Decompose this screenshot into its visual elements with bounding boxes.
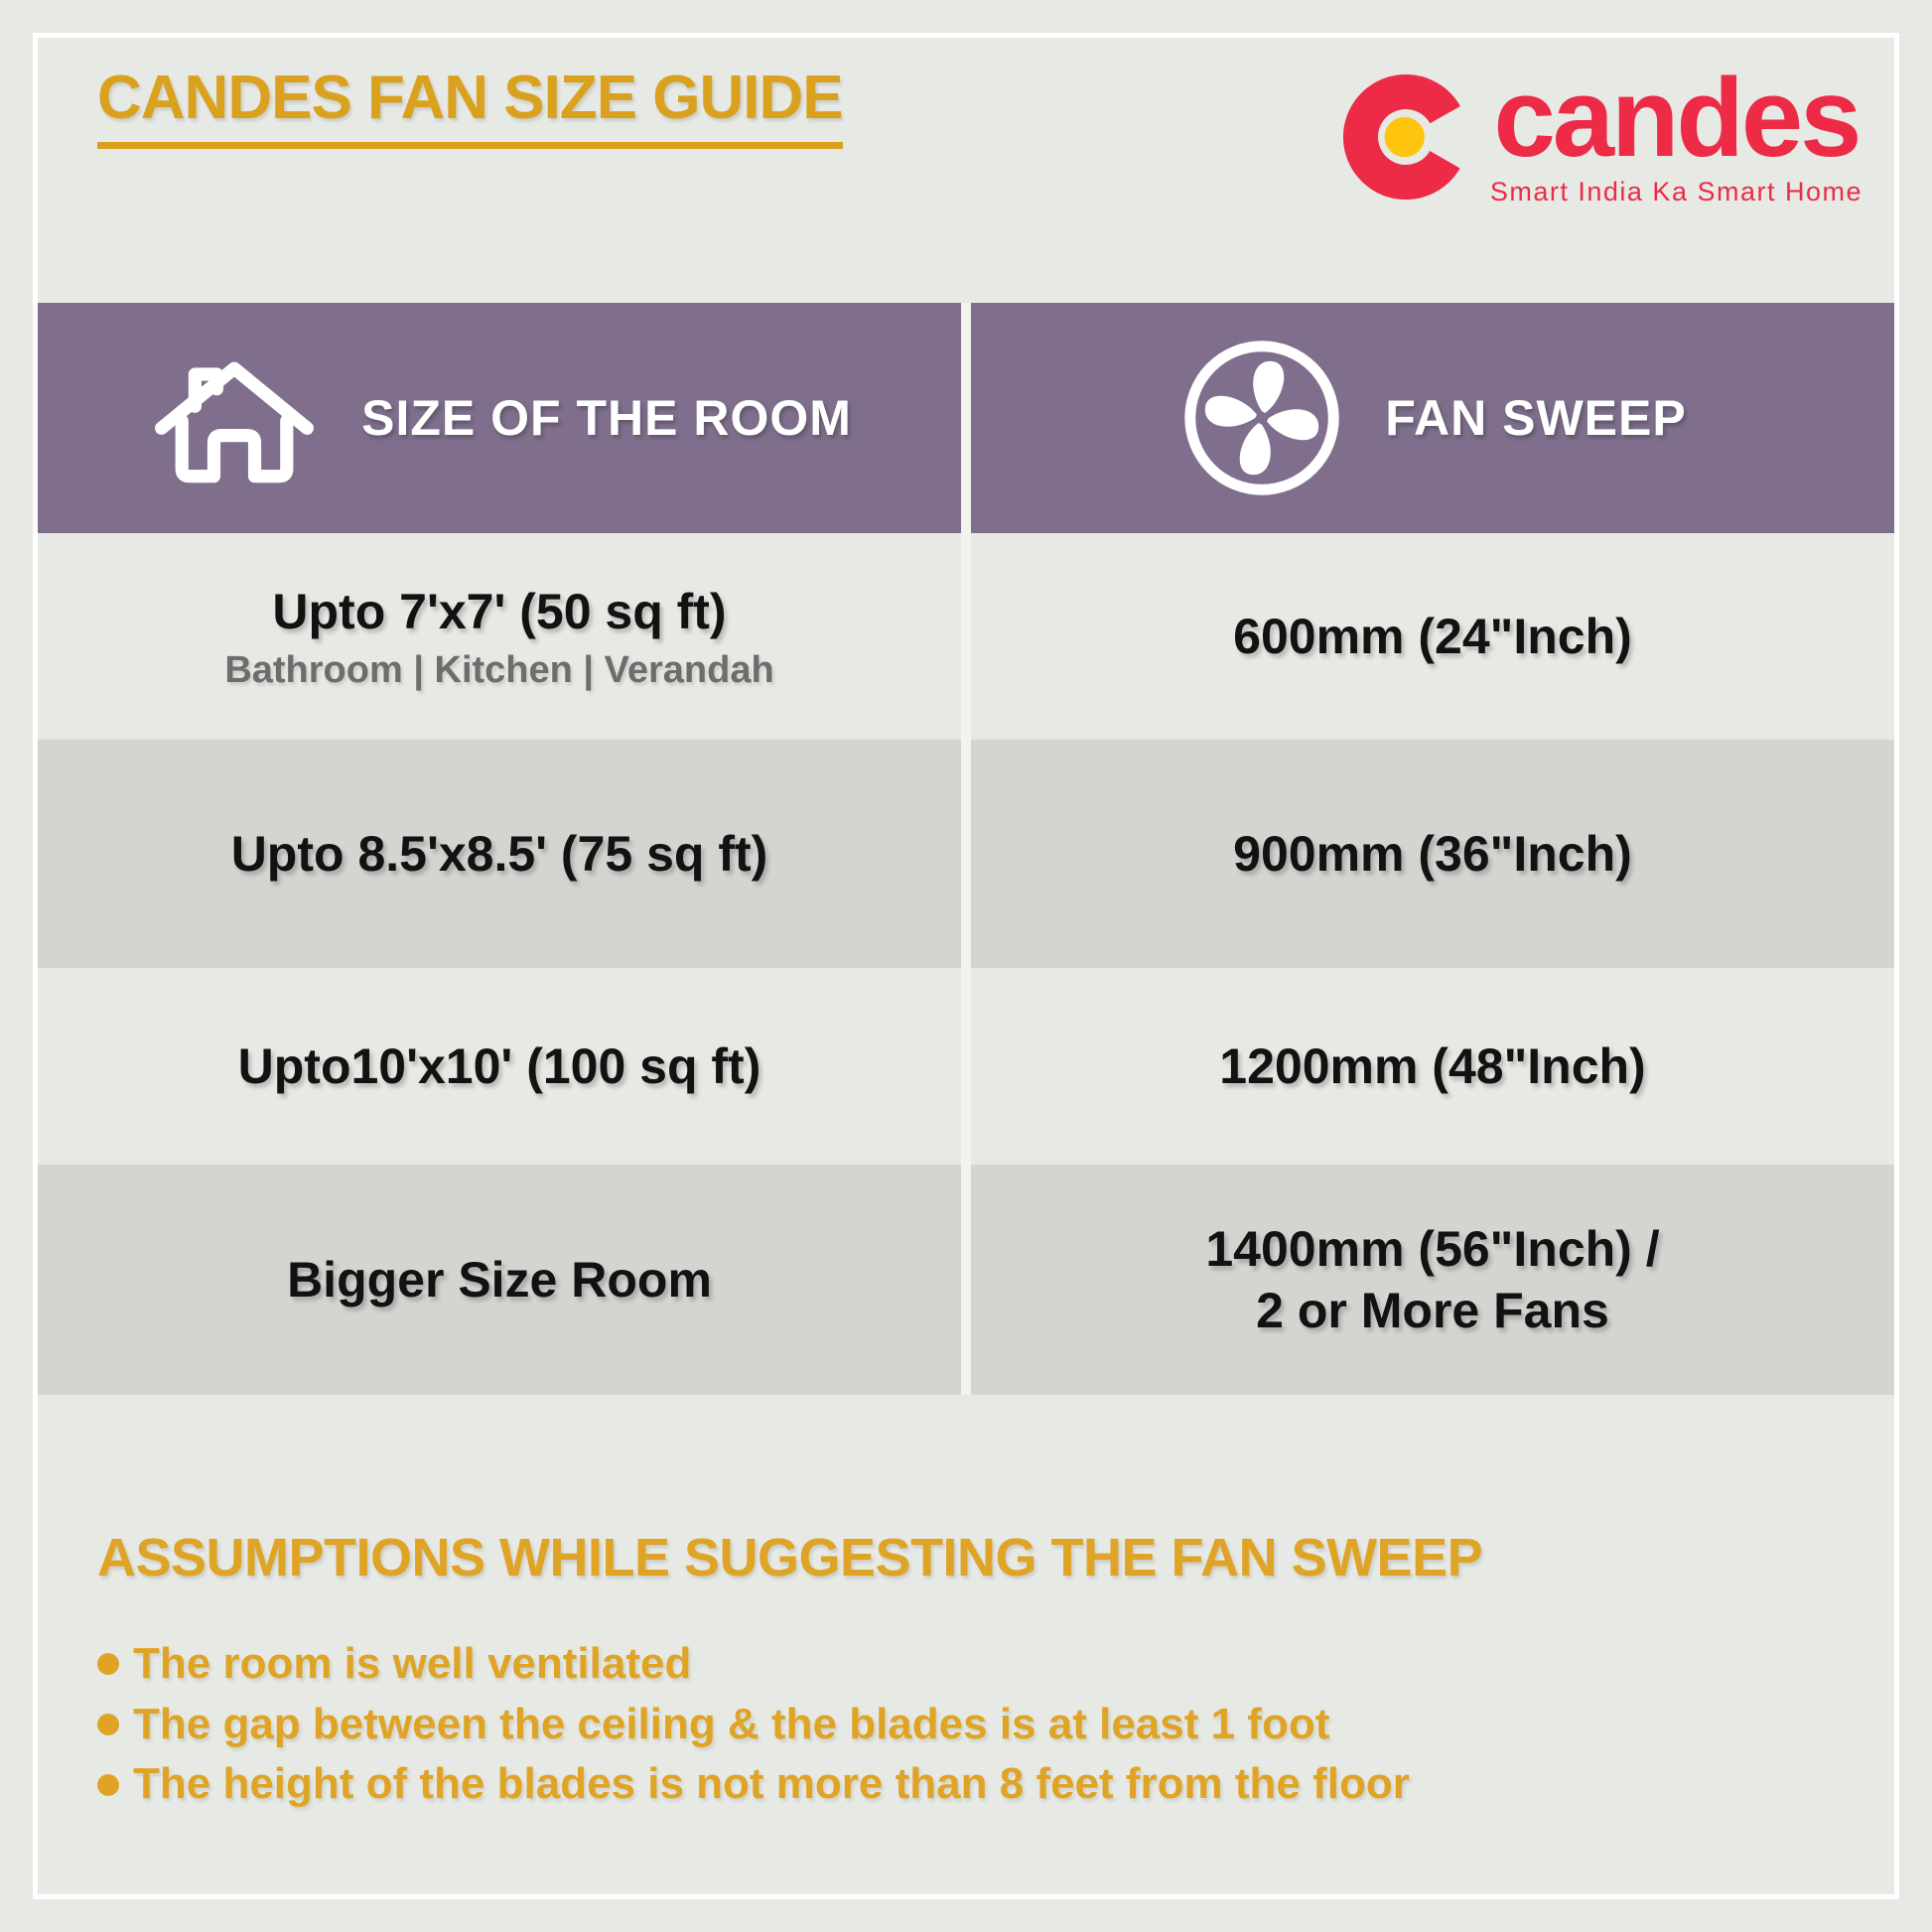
logo-text: candes Smart India Ka Smart Home xyxy=(1489,56,1863,207)
sweep-value-text: 600mm (24"Inch) xyxy=(1233,608,1632,664)
assumptions-section: ASSUMPTIONS WHILE SUGGESTING THE FAN SWE… xyxy=(97,1527,1845,1815)
room-header-label: SIZE OF THE ROOM xyxy=(361,390,852,446)
assumption-item: The room is well ventilated xyxy=(97,1634,1845,1695)
column-divider xyxy=(961,740,971,968)
sweep-cell: 900mm (36"Inch) xyxy=(971,740,1894,968)
table-row: Upto10'x10' (100 sq ft) 1200mm (48"Inch) xyxy=(38,968,1894,1165)
room-note-text: Bathroom | Kitchen | Verandah xyxy=(224,648,774,691)
sweep-cell: 1400mm (56"Inch) / 2 or More Fans xyxy=(971,1165,1894,1395)
table-row: Upto 8.5'x8.5' (75 sq ft) 900mm (36"Inch… xyxy=(38,740,1894,968)
room-size-text: Upto 8.5'x8.5' (75 sq ft) xyxy=(230,825,768,882)
room-cell: Upto 8.5'x8.5' (75 sq ft) xyxy=(38,740,961,968)
sweep-cell: 600mm (24"Inch) xyxy=(971,533,1894,740)
column-divider xyxy=(961,968,971,1165)
assumption-item: The gap between the ceiling & the blades… xyxy=(97,1695,1845,1755)
room-size-text: Bigger Size Room xyxy=(287,1251,712,1308)
candes-logo-icon xyxy=(1342,73,1468,200)
page-title: CANDES FAN SIZE GUIDE xyxy=(97,66,844,150)
room-cell: Upto10'x10' (100 sq ft) xyxy=(38,968,961,1165)
fan-icon xyxy=(1184,341,1339,495)
brand-name: candes xyxy=(1493,56,1862,180)
table-row: Upto 7'x7' (50 sq ft) Bathroom | Kitchen… xyxy=(38,533,1894,740)
assumption-item: The height of the blades is not more tha… xyxy=(97,1754,1845,1815)
table-header-row: SIZE OF THE ROOM FAN SWEEP xyxy=(38,303,1894,533)
sweep-header-label: FAN SWEEP xyxy=(1385,390,1687,446)
sweep-value-text: 1400mm (56"Inch) / 2 or More Fans xyxy=(1205,1220,1660,1339)
assumptions-list: The room is well ventilated The gap betw… xyxy=(97,1634,1845,1815)
sweep-value-text: 1200mm (48"Inch) xyxy=(1219,1037,1646,1094)
column-divider xyxy=(961,1165,971,1395)
assumptions-title: ASSUMPTIONS WHILE SUGGESTING THE FAN SWE… xyxy=(97,1528,1483,1587)
column-divider xyxy=(961,303,971,533)
room-size-text: Upto10'x10' (100 sq ft) xyxy=(237,1037,761,1094)
sweep-header-cell: FAN SWEEP xyxy=(971,303,1894,533)
sweep-value-text: 900mm (36"Inch) xyxy=(1233,825,1632,882)
sweep-cell: 1200mm (48"Inch) xyxy=(971,968,1894,1165)
candes-logo: candes Smart India Ka Smart Home xyxy=(1341,56,1863,207)
fan-size-table: SIZE OF THE ROOM FAN SWEEP Upto 7'x xyxy=(38,303,1894,1395)
table-row: Bigger Size Room 1400mm (56"Inch) / 2 or… xyxy=(38,1165,1894,1395)
room-cell: Upto 7'x7' (50 sq ft) Bathroom | Kitchen… xyxy=(38,533,961,740)
brand-tagline: Smart India Ka Smart Home xyxy=(1489,177,1863,207)
room-header-cell: SIZE OF THE ROOM xyxy=(38,303,961,533)
room-cell: Bigger Size Room xyxy=(38,1165,961,1395)
room-size-text: Upto 7'x7' (50 sq ft) xyxy=(272,584,727,640)
column-divider xyxy=(961,533,971,740)
house-icon xyxy=(155,361,315,483)
